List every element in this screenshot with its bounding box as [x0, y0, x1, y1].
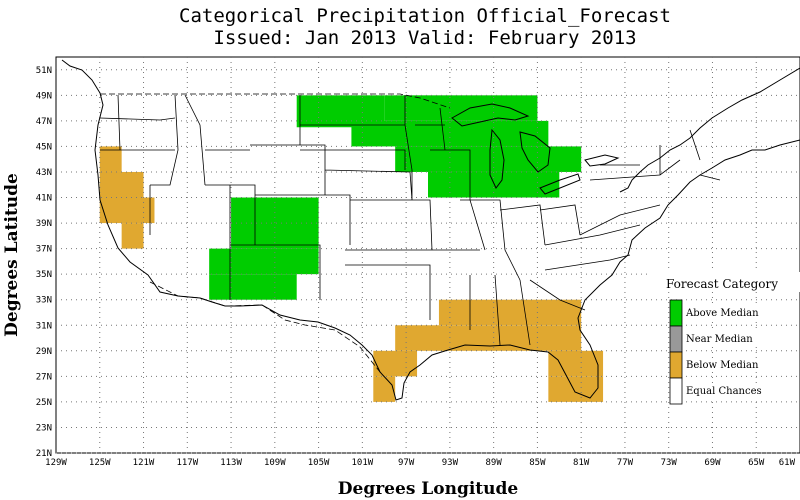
y-tick-label: 43N: [36, 168, 52, 178]
below-median-region: [438, 299, 582, 326]
below-median-region: [99, 197, 155, 224]
x-tick-label: 117W: [176, 458, 198, 468]
basemap-outlines: [61, 59, 800, 401]
legend-label-bg: [684, 384, 774, 398]
x-tick-label: 97W: [398, 458, 415, 468]
x-tick-label: 109W: [264, 458, 286, 468]
lake-michigan: [489, 128, 505, 189]
us-outline: [94, 92, 800, 401]
legend-items: Above Median Near Median Below Median Equal…: [669, 299, 774, 405]
canada-coast: [61, 59, 800, 193]
x-tick-label: 93W: [442, 458, 459, 468]
below-median-region: [121, 223, 144, 249]
x-tick-label: 129W: [45, 458, 67, 468]
map-subtitle: Issued: Jan 2013 Valid: February 2013: [213, 27, 636, 49]
legend-swatch: [669, 351, 683, 379]
legend-title-bg: [650, 272, 800, 292]
below-median-region: [395, 325, 582, 351]
below-median-region: [548, 350, 604, 377]
below-median-region: [373, 376, 396, 402]
x-tick-label: 89W: [486, 458, 503, 468]
lake-huron: [519, 131, 551, 173]
legend-label: Below Median: [686, 360, 759, 371]
x-tick-label: 113W: [220, 458, 242, 468]
lake-erie: [539, 173, 581, 195]
above-median-region: [231, 197, 319, 249]
x-tick-label: 85W: [529, 458, 546, 468]
legend-label: Above Median: [685, 308, 759, 319]
x-tick-label: 121W: [133, 458, 155, 468]
map-title: Categorical Precipitation Official_Forec…: [179, 5, 671, 27]
x-tick-label: 65W: [748, 458, 765, 468]
above-median-region: [384, 95, 538, 121]
legend-label: Equal Chances: [686, 386, 762, 397]
y-tick-label: 37N: [36, 245, 52, 255]
y-tick-label: 29N: [36, 347, 52, 357]
above-median-region: [395, 146, 582, 172]
lake-ontario: [584, 154, 620, 167]
legend-swatch: [669, 325, 683, 353]
x-tick-label: 69W: [704, 458, 721, 468]
y-axis-ticks: 51N 49N 47N 45N 43N 41N 39N 37N 35N 33N 31N 29N 27N 2…: [36, 66, 52, 459]
above-median-region: [209, 248, 319, 275]
above-median-region: [428, 171, 560, 198]
y-tick-label: 33N: [36, 296, 52, 306]
us-mexico-border: [149, 281, 381, 373]
legend-label: Near Median: [686, 334, 753, 345]
below-median-region: [548, 376, 604, 402]
legend: Forecast Category Above Median Near Media…: [650, 272, 800, 405]
below-median-region: [99, 171, 144, 198]
us-canada-border: [100, 93, 451, 109]
x-tick-label: 77W: [617, 458, 634, 468]
y-tick-label: 39N: [36, 219, 52, 229]
lake-superior: [451, 103, 530, 127]
x-tick-label: 81W: [573, 458, 590, 468]
x-tick-label: 101W: [352, 458, 374, 468]
y-tick-label: 31N: [36, 321, 52, 331]
above-median-region: [209, 274, 297, 300]
legend-swatch: [669, 377, 683, 405]
x-axis-ticks: 129W 125W 121W 117W 113W 109W 105W 101W 97W 93W 89…: [45, 458, 795, 468]
y-tick-label: 47N: [36, 117, 52, 127]
y-tick-label: 45N: [36, 142, 52, 152]
y-tick-label: 35N: [36, 270, 52, 280]
x-axis-title: Degrees Longitude: [338, 479, 519, 499]
state-lines: [99, 94, 721, 346]
x-tick-label: 61W: [779, 458, 796, 468]
y-tick-label: 41N: [36, 194, 52, 204]
y-axis-title: Degrees Latitude: [2, 173, 22, 337]
x-tick-label: 73W: [661, 458, 678, 468]
y-tick-label: 23N: [36, 423, 52, 433]
map-plot-area: [55, 56, 800, 454]
legend-label-bg: [684, 358, 774, 372]
y-tick-label: 25N: [36, 398, 52, 408]
y-tick-label: 49N: [36, 91, 52, 101]
below-median-region: [99, 146, 122, 172]
x-tick-label: 125W: [89, 458, 111, 468]
category-fills: [99, 95, 604, 402]
legend-label-bg: [684, 332, 774, 346]
x-tick-label: 105W: [308, 458, 330, 468]
legend-label-bg: [684, 306, 774, 320]
legend-swatch: [669, 299, 683, 327]
y-tick-label: 21N: [36, 449, 52, 459]
y-tick-label: 27N: [36, 372, 52, 382]
y-tick-label: 51N: [36, 66, 52, 76]
legend-title: Forecast Category: [666, 277, 778, 291]
